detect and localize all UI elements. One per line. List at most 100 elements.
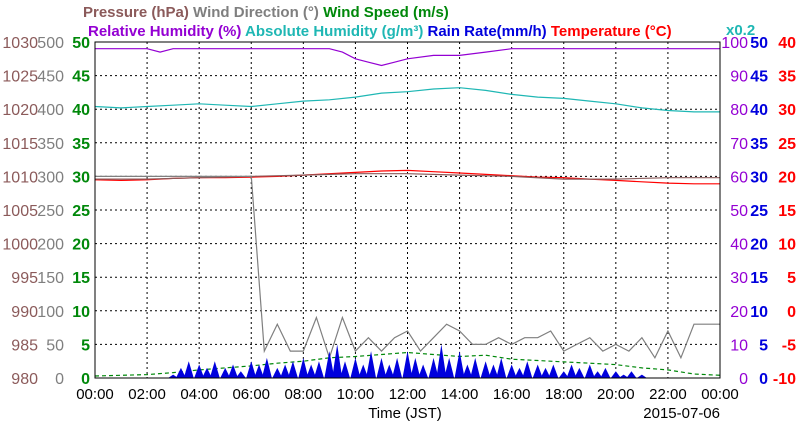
temperature-tick: 35 (778, 69, 796, 86)
x-tick-label: 04:00 (180, 386, 218, 403)
rain-bar (235, 371, 246, 378)
rain-bar (201, 367, 212, 378)
title-line-2: Relative Humidity (%) Absolute Humidity … (88, 23, 672, 40)
wind-speed-tick: 25 (72, 203, 90, 220)
rain-bar (340, 361, 350, 378)
rain-bar (444, 357, 455, 378)
pressure-tick: 1030 (2, 35, 38, 52)
pressure-tick: 1015 (2, 136, 38, 153)
wind-direction-tick: 300 (37, 169, 64, 186)
x-tick-label: 16:00 (493, 386, 531, 403)
rain-bar (488, 364, 499, 378)
rain-bar (470, 357, 481, 378)
wind-direction-tick: 400 (37, 102, 64, 119)
title-item: Rain Rate(mm/h) (423, 23, 546, 40)
wind-direction-tick: 450 (37, 69, 64, 86)
title-item: Pressure (hPa) (83, 4, 189, 21)
x-tick-label: 06:00 (232, 386, 270, 403)
rain-bar (384, 364, 395, 378)
rain-bar (324, 351, 335, 378)
rain-bar (402, 351, 413, 378)
rain-bar (600, 367, 611, 378)
rain-bar (280, 364, 291, 378)
temperature-tick: 5 (787, 270, 796, 287)
relative-humidity-tick: 40 (730, 237, 748, 254)
x-tick-label: 00:00 (76, 386, 114, 403)
rain-bar (246, 361, 257, 378)
x-tick-label: 08:00 (285, 386, 323, 403)
pressure-line (95, 173, 720, 180)
wind-direction-tick: 200 (37, 237, 64, 254)
temperature-tick: 25 (778, 136, 796, 153)
relative-humidity-line (95, 48, 720, 67)
wind-direction-line (95, 175, 720, 360)
temperature-tick: 30 (778, 102, 796, 119)
title-item: Relative Humidity (%) (88, 23, 241, 40)
x-tick-label: 00:00 (701, 386, 739, 403)
relative-humidity-tick: 60 (730, 169, 748, 186)
wind-speed-tick: 10 (72, 304, 90, 321)
wind-speed-tick: 45 (72, 69, 90, 86)
wind-speed-tick: 50 (72, 35, 90, 52)
rain-rate-tick: 30 (750, 169, 768, 186)
rain-bar (254, 364, 265, 378)
relative-humidity-tick: 90 (730, 69, 748, 86)
scale-note: x0.2 (726, 22, 755, 39)
temperature-tick: 20 (778, 169, 796, 186)
x-tick-label: 02:00 (128, 386, 166, 403)
relative-humidity-tick: 0 (739, 371, 748, 388)
rain-bar (168, 374, 179, 378)
wind-speed-tick: 30 (72, 169, 90, 186)
rain-bar (194, 364, 205, 378)
rain-bar (496, 357, 507, 378)
pressure-tick: 1020 (2, 102, 38, 119)
wind-direction-tick: 350 (37, 136, 64, 153)
x-tick-label: 22:00 (649, 386, 687, 403)
wind-direction-tick: 150 (37, 270, 64, 287)
rain-rate-tick: 35 (750, 136, 768, 153)
pressure-tick: 990 (11, 304, 38, 321)
rain-bar (183, 361, 194, 378)
rain-rate-tick: 40 (750, 102, 768, 119)
rain-rate-tick: 20 (750, 237, 768, 254)
x-tick-label: 14:00 (441, 386, 479, 403)
rain-bar (428, 357, 439, 378)
relative-humidity-tick: 70 (730, 136, 748, 153)
rain-bar (332, 344, 343, 378)
rain-bar (506, 364, 517, 378)
x-tick-label: 18:00 (545, 386, 583, 403)
title-item: Temperature (°C) (547, 23, 672, 40)
wind-speed-tick: 5 (81, 337, 90, 354)
rain-bar (209, 361, 220, 378)
rain-bar (540, 367, 551, 378)
rain-rate-tick: 5 (759, 337, 768, 354)
relative-humidity-tick: 10 (730, 337, 748, 354)
rain-rate-tick: 0 (759, 371, 768, 388)
temperature-tick: -10 (773, 371, 796, 388)
pressure-tick: 980 (11, 371, 38, 388)
x-tick-label: 10:00 (337, 386, 375, 403)
pressure-tick: 985 (11, 337, 38, 354)
rain-bar (410, 357, 421, 378)
rain-rate-tick: 25 (750, 203, 768, 220)
rain-bar (175, 367, 186, 378)
relative-humidity-tick: 20 (730, 304, 748, 321)
rain-bar (313, 361, 324, 378)
title-item: Wind Speed (m/s) (319, 4, 449, 21)
rain-bar (626, 371, 637, 378)
rain-bar (298, 357, 309, 378)
x-tick-label: 12:00 (389, 386, 427, 403)
rain-bar (566, 364, 577, 378)
plot-frame (94, 41, 721, 379)
rain-bar (366, 351, 377, 378)
wind-direction-tick: 500 (37, 35, 64, 52)
rain-bar (592, 371, 603, 378)
rain-bar (584, 364, 595, 378)
rain-bar (462, 364, 473, 378)
rain-bar (514, 367, 525, 378)
title-item: Absolute Humidity (g/m³) (241, 23, 423, 40)
rain-bar (392, 357, 403, 378)
rain-bar (287, 361, 298, 378)
wind-direction-tick: 50 (46, 337, 64, 354)
